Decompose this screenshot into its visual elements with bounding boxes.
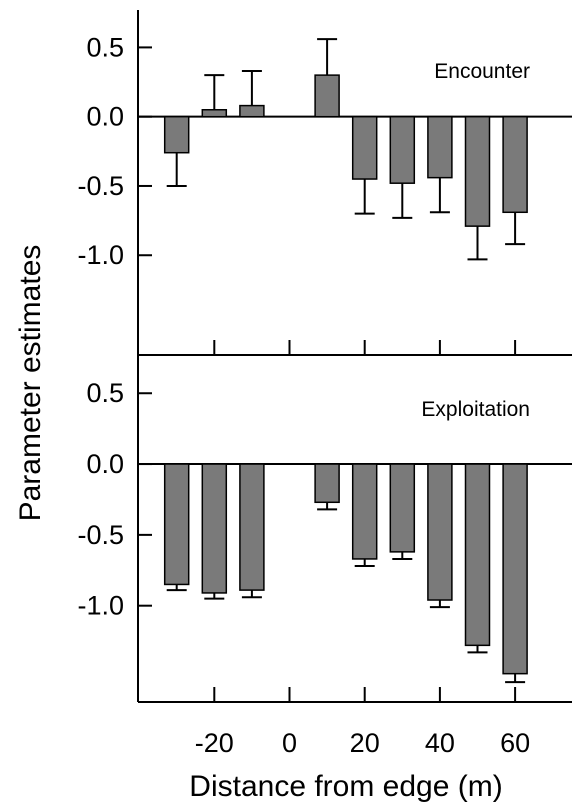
- y-tick-label: 0.0: [86, 102, 124, 132]
- x-tick-label: 0: [282, 728, 297, 758]
- y-tick-label: -1.0: [77, 591, 124, 621]
- y-tick-label: -1.0: [77, 240, 124, 270]
- bar: [239, 463, 265, 591]
- bar: [389, 463, 416, 553]
- bar: [201, 109, 228, 118]
- x-axis-title: Distance from edge (m): [189, 770, 502, 803]
- bar: [502, 115, 528, 214]
- panel-label: Encounter: [434, 60, 530, 83]
- bar: [351, 463, 378, 560]
- bar: [427, 463, 453, 601]
- bar: [464, 115, 491, 227]
- y-axis-title: Parameter estimates: [14, 245, 47, 522]
- bar: [239, 104, 265, 118]
- bar: [201, 463, 228, 594]
- panel-label: Exploitation: [421, 398, 530, 421]
- bar: [314, 74, 340, 118]
- y-tick-label: 0.5: [86, 378, 124, 408]
- y-tick-label: -0.5: [77, 520, 124, 550]
- bar: [464, 463, 491, 647]
- bar: [389, 115, 416, 184]
- bar: [502, 463, 528, 675]
- x-tick-label: 40: [425, 728, 455, 758]
- bar: [314, 463, 340, 504]
- x-tick-label: 60: [500, 728, 530, 758]
- bar: [163, 463, 190, 586]
- x-tick-label: -20: [195, 728, 234, 758]
- y-tick-label: 0.0: [86, 449, 124, 479]
- x-tick-label: 20: [350, 728, 380, 758]
- y-tick-label: 0.5: [86, 32, 124, 62]
- bar: [351, 115, 378, 180]
- bar: [427, 115, 453, 179]
- y-tick-label: -0.5: [77, 171, 124, 201]
- bar: [163, 115, 190, 154]
